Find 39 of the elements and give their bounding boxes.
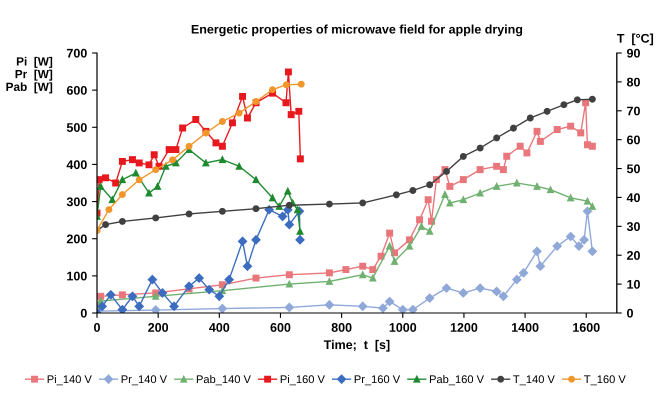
legend-label: T_140 V: [513, 375, 555, 386]
y-tick-label: 300: [66, 197, 87, 206]
legend-label: Pi_140 V: [48, 375, 92, 386]
legend-label: Pab_140 V: [196, 375, 251, 386]
y-tick-label: 700: [66, 48, 87, 58]
legend-label: Pr_140 V: [122, 375, 168, 386]
y2-tick-label: 80: [626, 78, 640, 87]
legend-label: Pi_160 V: [280, 375, 325, 386]
x-tick-label: 1200: [450, 323, 478, 332]
legend-label: Pab_160 V: [430, 375, 484, 386]
y-tick-label: 100: [67, 272, 87, 281]
x-tick-label: 200: [148, 323, 168, 332]
y-tick-label: 0: [80, 308, 87, 318]
x-tick-label: 800: [332, 323, 352, 332]
y-axis-title: Pi [W] Pr [W] Pab [W]: [6, 56, 52, 94]
y2-tick-label: 0: [627, 308, 633, 318]
y2-axis-title: T [°C]: [616, 34, 654, 46]
x-axis-title: Time; t [s]: [324, 340, 390, 352]
chart-title: Energetic properties of microwave field for apple drying: [192, 24, 522, 36]
x-tick-label: 1600: [573, 323, 600, 332]
y2-tick-label: 40: [626, 193, 640, 202]
x-tick-label: 0: [94, 323, 100, 332]
legend-label: Pr_160 V: [354, 375, 400, 386]
y-tick-label: 400: [66, 160, 87, 170]
y2-tick-label: 10: [627, 280, 640, 289]
y2-tick-label: 70: [627, 106, 640, 116]
y2-tick-label: 90: [626, 48, 640, 58]
legend-label: T_160 V: [584, 375, 626, 386]
x-tick-label: 400: [209, 323, 230, 332]
y2-tick-label: 20: [626, 251, 640, 260]
y2-tick-label: 60: [626, 135, 640, 144]
y-tick-label: 500: [66, 123, 87, 132]
y-tick-label: 200: [66, 234, 87, 244]
x-tick-label: 600: [270, 323, 290, 332]
y-tick-label: 600: [66, 86, 87, 95]
y2-tick-label: 50: [626, 164, 640, 174]
x-tick-label: 1000: [390, 323, 416, 332]
y2-tick-label: 30: [626, 222, 640, 232]
x-tick-label: 1400: [512, 323, 538, 332]
